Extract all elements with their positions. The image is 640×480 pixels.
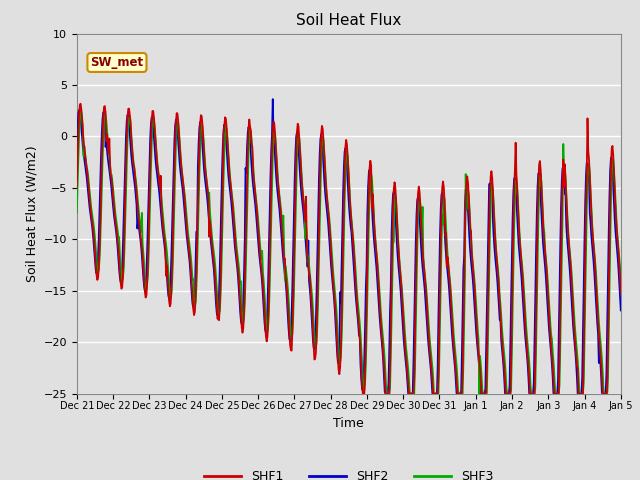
SHF2: [223, 147, 230, 153]
Line: SHF2: SHF2: [77, 99, 621, 394]
Y-axis label: Soil Heat Flux (W/m2): Soil Heat Flux (W/m2): [25, 145, 38, 282]
SHF1: [617, 290, 625, 296]
SHF1: [140, 266, 147, 272]
SHF1: [73, 185, 81, 191]
Title: Soil Heat Flux: Soil Heat Flux: [296, 13, 401, 28]
SHF3: [84, 167, 92, 173]
SHF3: [140, 251, 147, 256]
SHF2: [617, 308, 625, 313]
SHF3: [433, 391, 440, 396]
SHF1: [223, 137, 231, 143]
SHF3: [77, 109, 85, 115]
Text: SW_met: SW_met: [90, 56, 143, 69]
SHF1: [84, 171, 92, 177]
SHF3: [73, 210, 81, 216]
SHF2: [269, 96, 276, 102]
Line: SHF1: SHF1: [77, 104, 621, 394]
SHF2: [381, 391, 389, 396]
SHF1: [359, 391, 367, 396]
SHF2: [139, 264, 147, 270]
SHF2: [83, 174, 90, 180]
SHF2: [417, 229, 424, 235]
Legend: SHF1, SHF2, SHF3: SHF1, SHF2, SHF3: [199, 465, 499, 480]
X-axis label: Time: Time: [333, 417, 364, 430]
SHF1: [195, 170, 202, 176]
SHF1: [417, 202, 424, 207]
SHF2: [73, 141, 81, 146]
SHF2: [433, 391, 440, 396]
SHF3: [617, 277, 625, 283]
SHF2: [194, 165, 202, 171]
SHF3: [223, 134, 231, 140]
Line: SHF3: SHF3: [77, 112, 621, 394]
SHF3: [195, 203, 202, 208]
SHF1: [433, 391, 440, 396]
SHF1: [77, 101, 84, 107]
SHF3: [383, 391, 391, 396]
SHF3: [417, 201, 424, 207]
